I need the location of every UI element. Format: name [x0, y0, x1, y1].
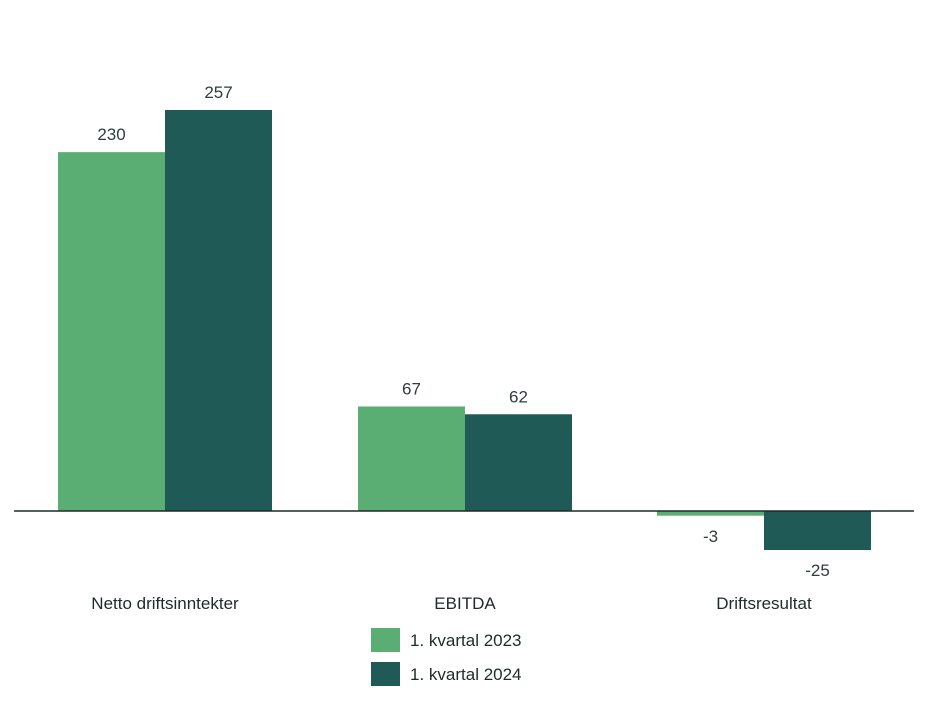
- legend-swatch-2023: [371, 628, 400, 652]
- bar-2023-1: [358, 406, 465, 511]
- legend-label-2024: 1. kvartal 2024: [410, 665, 522, 684]
- value-label-2023-2: -3: [703, 527, 718, 546]
- legend-label-2023: 1. kvartal 2023: [410, 631, 522, 650]
- bar-2024-0: [165, 110, 272, 511]
- bar-2023-0: [58, 152, 165, 511]
- category-label-1: EBITDA: [434, 594, 496, 613]
- legend: 1. kvartal 2023 1. kvartal 2024: [371, 628, 522, 686]
- category-label-2: Driftsresultat: [716, 594, 812, 613]
- value-label-2023-0: 230: [97, 125, 125, 144]
- bar-2023-2: [657, 511, 764, 516]
- legend-swatch-2024: [371, 662, 400, 686]
- category-label-0: Netto driftsinntekter: [91, 594, 239, 613]
- bar-2024-1: [465, 414, 572, 511]
- category-labels-layer: Netto driftsinntekter EBITDA Driftsresulta…: [91, 594, 812, 613]
- value-labels-layer: 230 257 67 62 -3 -25: [97, 83, 829, 580]
- value-label-2024-1: 62: [509, 387, 528, 406]
- value-label-2024-0: 257: [204, 83, 232, 102]
- value-label-2024-2: -25: [805, 561, 830, 580]
- bars-layer: [58, 110, 871, 551]
- bar-2024-2: [764, 511, 871, 551]
- value-label-2023-1: 67: [402, 379, 421, 398]
